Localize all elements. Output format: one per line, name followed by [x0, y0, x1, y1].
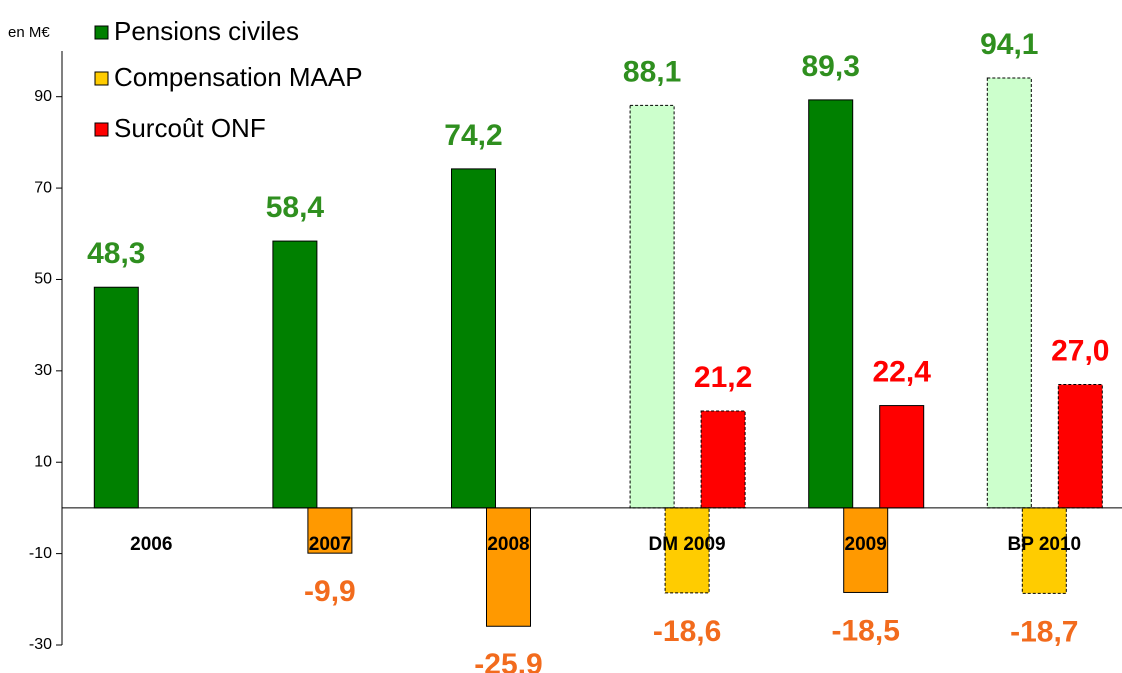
bar [843, 507, 889, 593]
legend-swatch [94, 25, 109, 40]
legend-label: Compensation MAAP [114, 62, 363, 92]
value-label: -25,9 [474, 648, 542, 673]
legend-label: Surcoût ONF [114, 113, 266, 143]
legend-label: Pensions civiles [114, 16, 299, 46]
legend-swatch [94, 71, 109, 86]
value-label: 94,1 [980, 28, 1038, 61]
bar [307, 507, 353, 554]
value-label: 22,4 [873, 355, 932, 388]
bar [451, 168, 496, 509]
value-label: -18,7 [1010, 615, 1078, 648]
bar [664, 507, 710, 594]
x-tick-label: 2007 [309, 534, 351, 555]
y-tick-label: -30 [29, 636, 52, 653]
value-label: 58,4 [266, 191, 325, 224]
value-label: 27,0 [1051, 334, 1109, 367]
value-label: 74,2 [444, 119, 502, 152]
bar [272, 240, 318, 509]
y-axis-label: en M€ [8, 24, 50, 41]
bar [879, 405, 925, 509]
y-tick-label: 70 [34, 179, 52, 196]
y-tick-label: 90 [34, 88, 52, 105]
y-tick-label: 10 [34, 453, 52, 470]
bar [700, 410, 746, 509]
y-tick-label: 30 [34, 362, 52, 379]
x-tick-label: BP 2010 [1007, 534, 1081, 555]
value-label: 89,3 [802, 50, 860, 83]
bar [629, 104, 675, 509]
value-label: -18,5 [832, 614, 900, 647]
bar [1021, 507, 1067, 594]
value-label: 48,3 [87, 237, 145, 270]
bar [808, 99, 854, 509]
x-tick-label: 2009 [845, 534, 887, 555]
bar [93, 286, 139, 509]
bar [1057, 384, 1103, 509]
bar [986, 77, 1032, 509]
value-label: 21,2 [694, 361, 752, 394]
bar [486, 507, 531, 627]
y-tick-label: 50 [34, 271, 52, 288]
x-tick-label: 2008 [487, 534, 529, 555]
value-label: -9,9 [304, 575, 356, 608]
value-label: -18,6 [653, 615, 721, 648]
legend-swatch [94, 122, 109, 137]
value-label: 88,1 [623, 55, 681, 88]
x-tick-label: 2006 [130, 534, 172, 555]
x-tick-label: DM 2009 [649, 534, 726, 555]
y-tick-label: -10 [29, 545, 52, 562]
